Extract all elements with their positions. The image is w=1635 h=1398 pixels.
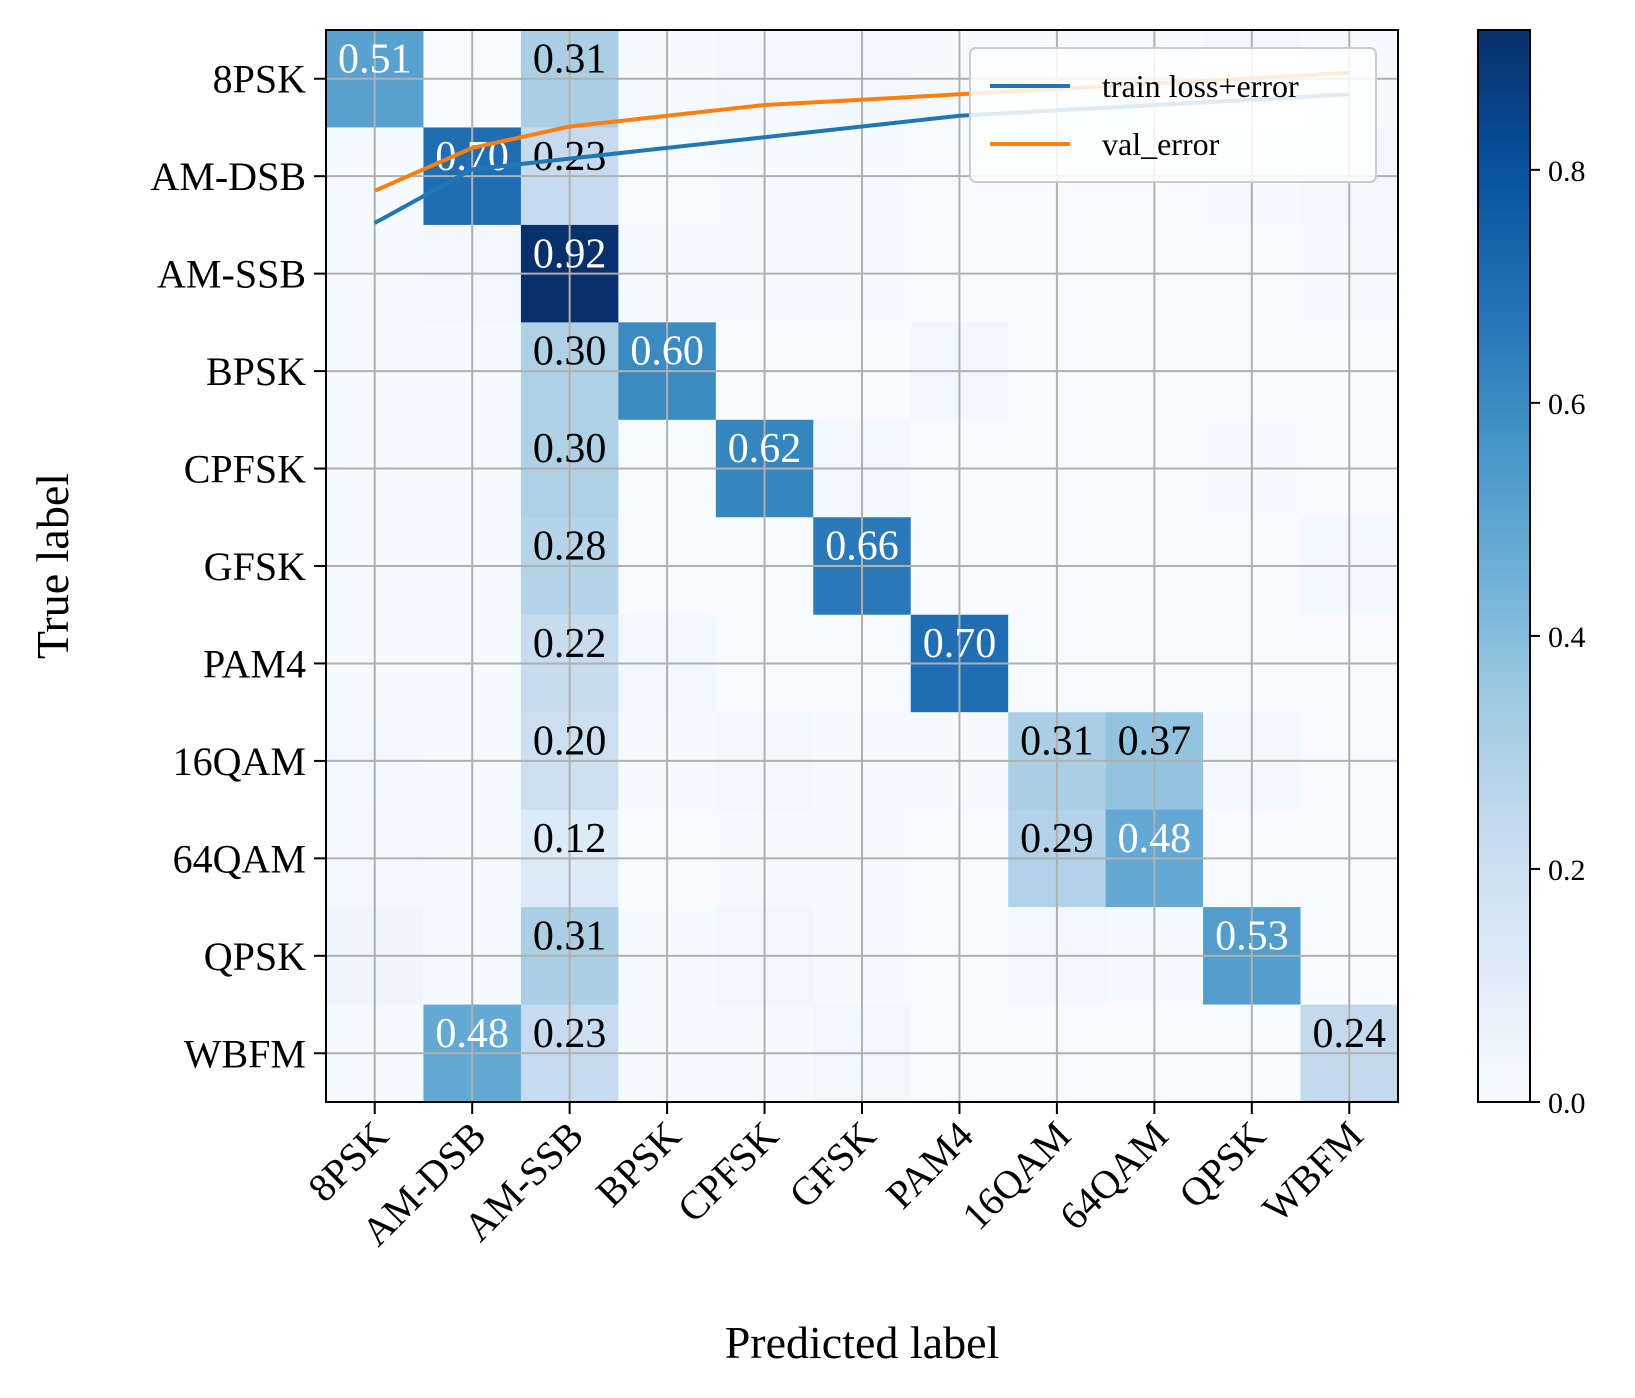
x-tick-label: GFSK [780, 1112, 884, 1216]
colorbar-tick-label: 0.4 [1548, 621, 1586, 654]
cell-value-label: 0.92 [533, 231, 607, 277]
cell-value-labels: 0.51 0.31 0.70 0.23 0.92 0.30 0.60 0.30 0.62 0.28… [338, 36, 1386, 1057]
cell-value-label: 0.23 [533, 1011, 607, 1057]
cell-value-label: 0.60 [630, 329, 704, 375]
cell-value-label: 0.31 [1020, 719, 1094, 765]
x-axis-label: Predicted label [725, 1317, 1000, 1368]
x-axis-ticks: 8PSKAM-DSBAM-SSBBPSKCPFSKGFSKPAM416QAM64… [299, 1102, 1372, 1254]
y-axis-label: True label [27, 473, 78, 659]
colorbar-tick-label: 0.6 [1548, 388, 1586, 421]
legend-label-train: train loss+error [1102, 68, 1299, 104]
x-tick-label: 16QAM [953, 1113, 1079, 1239]
cell-value-label: 0.12 [533, 816, 607, 862]
cell-value-label: 0.51 [338, 36, 412, 82]
y-tick-label: BPSK [206, 349, 306, 394]
legend-box [969, 47, 1377, 183]
cell-value-label: 0.29 [1020, 816, 1094, 862]
cell-value-label: 0.48 [435, 1011, 509, 1057]
colorbar-ticks: 0.0 0.2 0.4 0.6 0.8 [1530, 155, 1586, 1120]
y-axis-ticks: 8PSK AM-DSB AM-SSB BPSK CPFSK GFSK PAM4 16QAM 64… [150, 57, 326, 1076]
cell-value-label: 0.31 [533, 913, 607, 959]
cell-value-label: 0.20 [533, 719, 607, 765]
y-tick-label: CPFSK [184, 447, 306, 492]
cell-value-label: 0.48 [1118, 816, 1192, 862]
y-tick-label: WBFM [184, 1031, 306, 1076]
y-tick-label: QPSK [204, 934, 306, 979]
x-tick-label: 64QAM [1051, 1113, 1177, 1239]
x-tick-label: WBFM [1253, 1113, 1371, 1231]
y-tick-label: 8PSK [213, 57, 306, 102]
colorbar-tick-label: 0.0 [1548, 1087, 1586, 1120]
y-tick-label: AM-SSB [157, 252, 306, 297]
cell-value-label: 0.53 [1215, 913, 1289, 959]
legend: train loss+error val_error [969, 47, 1377, 183]
cell-value-label: 0.62 [728, 426, 802, 472]
colorbar-gradient [1477, 29, 1531, 1103]
cell-value-label: 0.22 [533, 621, 607, 667]
legend-label-val: val_error [1102, 126, 1220, 162]
cell-value-label: 0.28 [533, 524, 607, 570]
y-tick-label: AM-DSB [150, 154, 306, 199]
cell-value-label: 0.31 [533, 36, 607, 82]
colorbar-tick-label: 0.2 [1548, 854, 1586, 887]
y-tick-label: GFSK [204, 544, 306, 589]
y-tick-label: 64QAM [173, 836, 306, 881]
cell-value-label: 0.37 [1118, 719, 1192, 765]
cell-value-label: 0.30 [533, 329, 607, 375]
colorbar: 0.0 0.2 0.4 0.6 0.8 [1477, 29, 1586, 1120]
y-tick-label: 16QAM [173, 739, 306, 784]
cell-value-label: 0.30 [533, 426, 607, 472]
cell-value-label: 0.24 [1313, 1011, 1387, 1057]
cell-value-label: 0.66 [825, 524, 899, 570]
colorbar-tick-label: 0.8 [1548, 155, 1586, 188]
x-tick-label: CPFSK [669, 1112, 787, 1230]
cell-value-label: 0.70 [923, 621, 997, 667]
y-tick-label: PAM4 [203, 641, 306, 686]
